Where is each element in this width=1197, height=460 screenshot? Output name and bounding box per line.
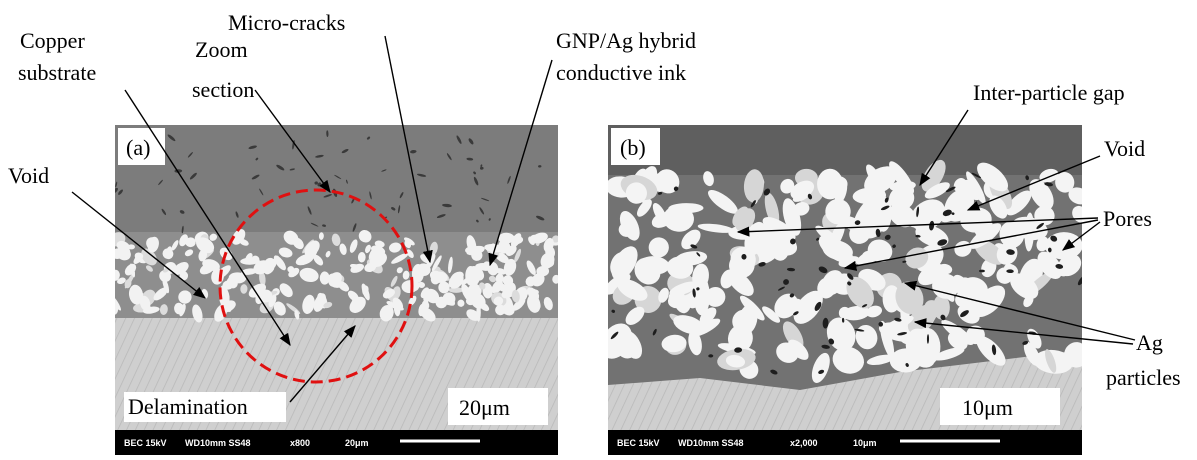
sem-image-a: [108, 125, 562, 430]
texture: [498, 233, 515, 244]
info-text: BEC 15kV: [617, 438, 660, 448]
panel-label: (b): [620, 135, 646, 160]
annotation: section: [192, 77, 254, 102]
info-text: BEC 15kV: [124, 438, 167, 448]
info-text: WD10mm SS48: [678, 438, 744, 448]
info-bar: [115, 430, 558, 455]
annotation: substrate: [18, 60, 96, 85]
annotation: particles: [1106, 365, 1181, 390]
info-text: 20μm: [345, 438, 369, 448]
info-text: x2,000: [790, 438, 818, 448]
annotation: Void: [8, 163, 49, 188]
annotation: Pores: [1103, 206, 1152, 231]
annotation: conductive ink: [556, 60, 686, 85]
annotation: Zoom: [195, 37, 248, 62]
scale-label: 20μm: [459, 395, 510, 420]
annotation: Ag: [1136, 330, 1163, 355]
panel-label: (a): [126, 135, 150, 160]
annotation: GNP/Ag hybrid: [556, 28, 696, 53]
scale-label: 10μm: [962, 395, 1013, 420]
annotation: Inter-particle gap: [973, 80, 1125, 105]
info-text: 10μm: [853, 438, 877, 448]
annotation: Delamination: [128, 394, 248, 419]
annotation: Copper: [20, 28, 85, 53]
annotation: Void: [1104, 136, 1145, 161]
sem-image-b: [594, 125, 1092, 430]
texture: [979, 270, 985, 273]
info-text: x800: [290, 438, 310, 448]
info-text: WD10mm SS48: [185, 438, 251, 448]
figure: (a) (b) 20μm 10μm BEC 15kV WD10mm SS48 x…: [0, 0, 1197, 460]
annotation: Micro-cracks: [228, 10, 345, 35]
